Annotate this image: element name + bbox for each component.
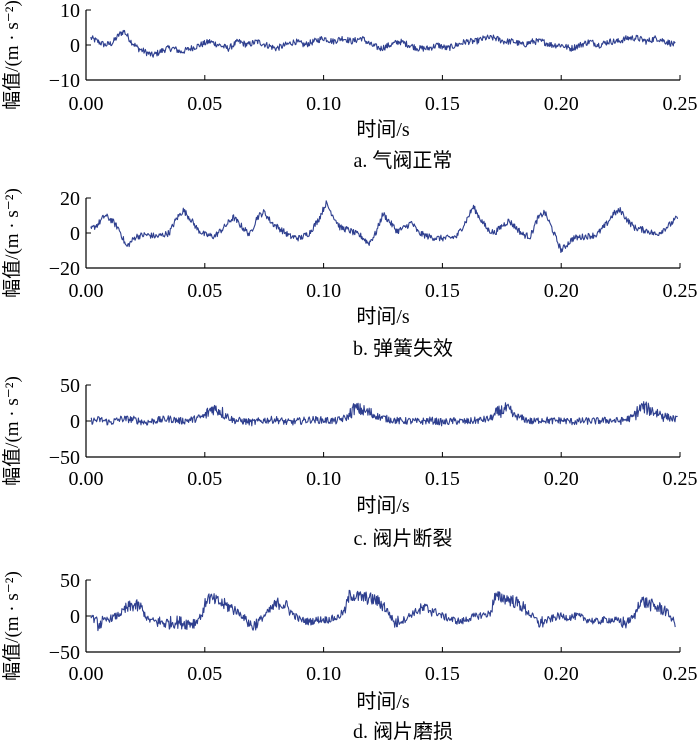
x-tick-label: 0.25 xyxy=(663,93,698,115)
x-tick-label: 0.15 xyxy=(425,93,460,115)
y-tick-label: −50 xyxy=(49,642,80,664)
x-tick-label: 0.15 xyxy=(425,663,460,685)
x-tick-label: 0.20 xyxy=(544,93,579,115)
series-line xyxy=(90,29,676,58)
x-tick-label: 0.20 xyxy=(544,663,579,685)
y-tick-label: 20 xyxy=(60,188,80,210)
y-axis-label: 幅值/(m · s⁻²) xyxy=(1,571,23,681)
x-tick-label: 0.10 xyxy=(306,93,341,115)
series-line xyxy=(90,589,676,632)
x-tick-label: 0.15 xyxy=(425,280,460,302)
y-tick-label: −10 xyxy=(49,70,80,92)
x-tick-label: 0.05 xyxy=(187,93,222,115)
chart-caption: d. 阀片磨损 xyxy=(353,720,453,743)
y-tick-label: 0 xyxy=(70,223,80,245)
x-tick-label: 0.05 xyxy=(187,280,222,302)
x-tick-label: 0.00 xyxy=(69,468,104,490)
x-axis-label: 时间/s xyxy=(356,118,410,141)
chart-panel-3: 0.00 0.05 0.10 0.15 0.20 0.25 50 0 −50 幅值/(m · s⁻… xyxy=(1,570,698,743)
x-tick-label: 0.10 xyxy=(306,663,341,685)
x-tick-label: 0.00 xyxy=(69,280,104,302)
series-line xyxy=(90,401,678,427)
y-tick-label: 0 xyxy=(70,606,80,628)
x-tick-label: 0.25 xyxy=(663,280,698,302)
x-tick-label: 0.10 xyxy=(306,280,341,302)
x-tick-label: 0.25 xyxy=(663,663,698,685)
x-tick-label: 0.10 xyxy=(306,468,341,490)
x-axis-label: 时间/s xyxy=(356,690,410,713)
x-tick-label: 0.20 xyxy=(544,280,579,302)
x-axis-label: 时间/s xyxy=(356,494,410,517)
y-tick-label: 50 xyxy=(60,375,80,397)
y-tick-label: −50 xyxy=(49,447,80,469)
series-line xyxy=(90,200,679,254)
x-tick-label: 0.00 xyxy=(69,93,104,115)
chart-panel-2: 0.00 0.05 0.10 0.15 0.20 0.25 50 0 −50 幅值/(m · s⁻… xyxy=(1,375,698,550)
y-axis-label: 幅值/(m · s⁻²) xyxy=(1,376,23,486)
y-tick-label: −20 xyxy=(49,258,80,280)
x-tick-label: 0.00 xyxy=(69,663,104,685)
x-tick-label: 0.05 xyxy=(187,468,222,490)
chart-panel-1: 0.00 0.05 0.10 0.15 0.20 0.25 20 0 −20 幅值/(m · s⁻… xyxy=(1,188,698,360)
y-tick-label: 50 xyxy=(60,570,80,592)
y-tick-label: 0 xyxy=(70,411,80,433)
x-tick-label: 0.25 xyxy=(663,468,698,490)
chart-caption: c. 阀片断裂 xyxy=(354,527,453,550)
x-axis-label: 时间/s xyxy=(356,305,410,328)
chart-caption: b. 弹簧失效 xyxy=(353,337,453,360)
chart-panel-0: 0.00 0.05 0.10 0.15 0.20 0.25 10 0 −10 幅值/(m · s⁻… xyxy=(1,0,698,172)
y-axis-label: 幅值/(m · s⁻²) xyxy=(1,188,23,298)
x-tick-label: 0.15 xyxy=(425,468,460,490)
x-tick-label: 0.20 xyxy=(544,468,579,490)
x-tick-label: 0.05 xyxy=(187,663,222,685)
y-tick-label: 0 xyxy=(70,35,80,57)
y-tick-label: 10 xyxy=(60,0,80,22)
y-axis-label: 幅值/(m · s⁻²) xyxy=(1,0,23,110)
chart-caption: a. 气阀正常 xyxy=(354,149,453,172)
